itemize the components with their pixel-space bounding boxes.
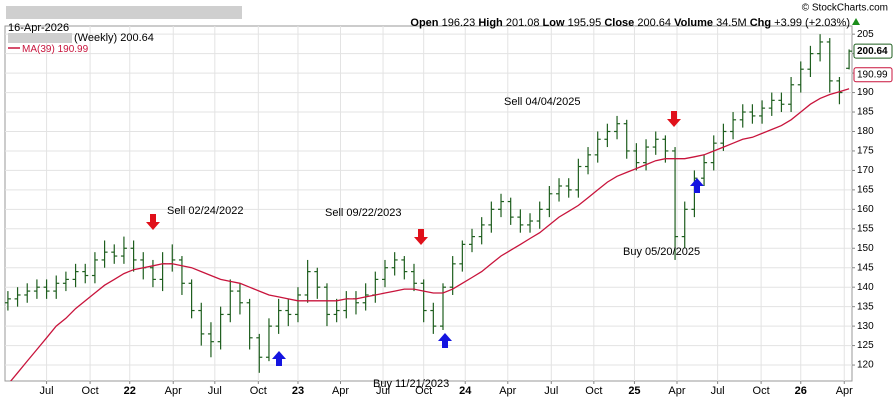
x-tick-label: 26 <box>795 385 807 397</box>
y-tick-label: 180 <box>857 126 874 137</box>
x-tick-label: Oct <box>753 385 770 397</box>
copyright: © StockCharts.com <box>802 3 888 14</box>
y-tick-label: 185 <box>857 107 874 118</box>
sell-arrow <box>414 229 428 245</box>
redacted-ticker <box>8 33 72 43</box>
price-box <box>853 43 893 59</box>
y-tick-label: 160 <box>857 204 874 215</box>
x-tick-label: Oct <box>585 385 602 397</box>
ma-line <box>9 88 850 381</box>
ma-layer <box>9 88 850 381</box>
x-tick-label: 22 <box>124 385 136 397</box>
buy-arrow <box>272 351 286 366</box>
x-tick-label: 23 <box>292 385 304 397</box>
ma-box <box>853 67 893 83</box>
axis-layer: 120 125 130 135 140 145 150 155 160 165 170 175 180 1… <box>40 29 893 397</box>
price-bars <box>4 34 853 373</box>
y-tick-label: 145 <box>857 262 874 273</box>
x-tick-label: Jul <box>208 385 222 397</box>
plot-frame <box>4 25 853 382</box>
grid <box>5 26 852 381</box>
x-tick-label: Oct <box>250 385 267 397</box>
buy-arrow <box>690 178 704 193</box>
y-tick-label: 135 <box>857 301 874 312</box>
x-tick-label: Oct <box>415 385 432 397</box>
x-tick-label: Apr <box>332 385 349 397</box>
ohlc-header: Open 196.23 High 201.08 Low 195.95 Close… <box>410 17 850 29</box>
y-tick-label: 140 <box>857 282 874 293</box>
y-tick-label: 170 <box>857 165 874 176</box>
y-tick-label: 125 <box>857 340 874 351</box>
x-tick-label: 25 <box>628 385 640 397</box>
annotation: Buy 11/21/2023 <box>373 378 449 390</box>
x-tick-label: Apr <box>836 385 853 397</box>
sell-arrow <box>146 214 160 230</box>
redacted-title <box>6 6 242 19</box>
y-tick-label: 130 <box>857 321 874 332</box>
annotation: Sell 09/22/2023 <box>325 207 401 219</box>
buy-arrow <box>438 333 452 348</box>
y-tick-label: 120 <box>857 360 874 371</box>
y-tick-label: 155 <box>857 223 874 234</box>
y-tick-label: 175 <box>857 146 874 157</box>
x-tick-label: Jul <box>544 385 558 397</box>
date: 16-Apr-2026 <box>8 22 69 34</box>
ma-box-label: 190.99 <box>857 69 888 80</box>
x-tick-label: Jul <box>711 385 725 397</box>
y-tick-label: 205 <box>857 29 874 40</box>
y-tick-label: 150 <box>857 243 874 254</box>
x-tick-label: Jul <box>40 385 54 397</box>
annotation: Sell 04/04/2025 <box>504 96 580 108</box>
annotation: Buy 05/20/2025 <box>623 246 700 258</box>
x-tick-label: Apr <box>668 385 685 397</box>
y-tick-label: 165 <box>857 185 874 196</box>
sell-arrow <box>667 111 681 127</box>
annotation: Sell 02/24/2022 <box>167 205 243 217</box>
up-indicator <box>852 18 860 25</box>
price-box-label: 200.64 <box>857 46 888 57</box>
x-tick-label: Oct <box>82 385 99 397</box>
x-tick-label: Jul <box>376 385 390 397</box>
y-tick-label: 190 <box>857 87 874 98</box>
x-tick-label: Apr <box>499 385 516 397</box>
legend-price: (Weekly) 200.64 <box>74 32 154 44</box>
legend-ma: MA(39) 190.99 <box>22 44 89 55</box>
x-tick-label: Apr <box>165 385 182 397</box>
x-tick-label: 24 <box>459 385 472 397</box>
